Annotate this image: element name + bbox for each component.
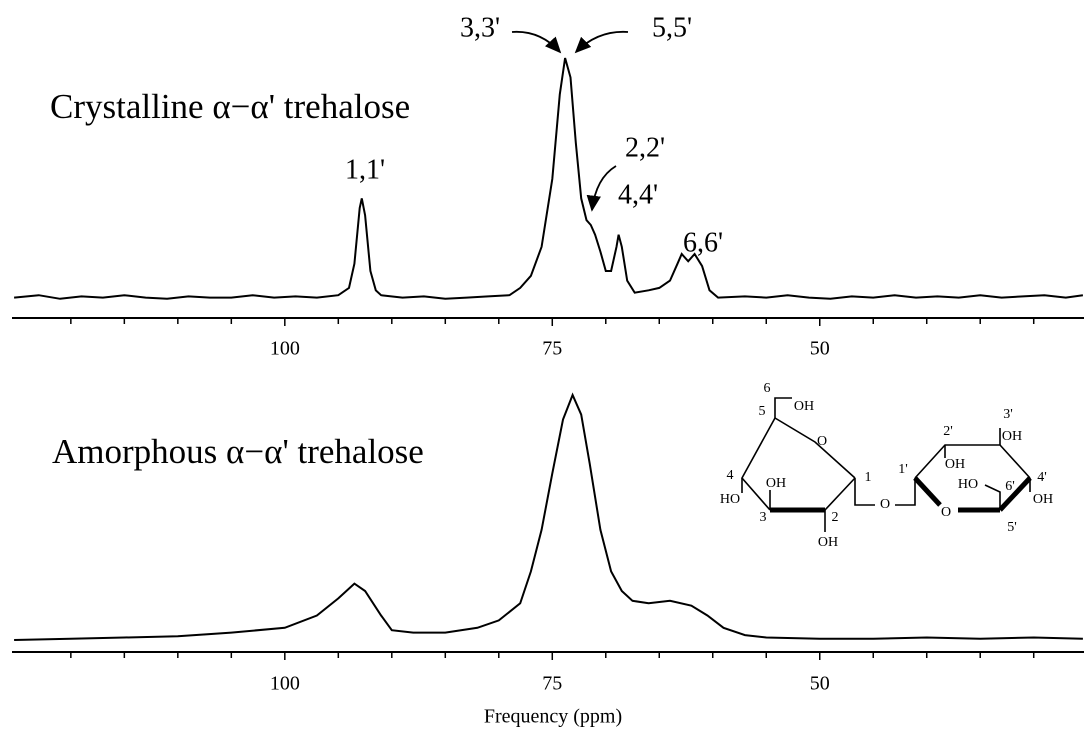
- peak-annotation: 4,4': [618, 179, 658, 210]
- peak-annotation: 3,3': [460, 12, 500, 43]
- structure-label: 6': [1005, 479, 1015, 494]
- structure-label: 1': [898, 462, 908, 477]
- x-tick-label: 75: [542, 338, 562, 360]
- structure-label: OH: [945, 457, 965, 472]
- structure-label: 4': [1037, 470, 1047, 485]
- structure-drawing: [741, 397, 1032, 532]
- structure-label: 2: [832, 510, 839, 525]
- arrow: [511, 30, 562, 54]
- x-axis-title: Frequency (ppm): [484, 706, 622, 728]
- x-tick-label: 75: [542, 673, 562, 695]
- spectrum-line: [14, 392, 1083, 641]
- panel-title: Crystalline α−α' trehalose: [50, 87, 410, 126]
- structure-label: 5: [759, 404, 766, 419]
- x-tick-label: 100: [270, 338, 300, 360]
- x-tick-label: 50: [810, 338, 830, 360]
- structure-label: 2': [943, 424, 953, 439]
- peak-annotation: 5,5': [652, 12, 692, 43]
- structure-label: 3: [760, 510, 767, 525]
- structure-label: 1: [865, 470, 872, 485]
- arrow: [574, 30, 629, 54]
- structure-label: 6: [764, 381, 771, 396]
- structure-label: OH: [766, 476, 786, 491]
- peak-annotation: 2,2': [625, 132, 665, 163]
- peak-annotation: 1,1': [345, 154, 385, 185]
- structure-label: O: [941, 505, 951, 520]
- structure-label: HO: [958, 477, 978, 492]
- peak-annotation: 6,6': [683, 227, 723, 258]
- structure-label: OH: [794, 399, 814, 414]
- structure-label: HO: [720, 492, 740, 507]
- structure-label: OH: [1002, 429, 1022, 444]
- structure-label: OH: [818, 535, 838, 550]
- arrow: [586, 165, 617, 212]
- x-tick-label: 100: [270, 673, 300, 695]
- structure-label: O: [880, 497, 890, 512]
- structure-label: O: [817, 434, 827, 449]
- structure-label: 5': [1007, 520, 1017, 535]
- structure-label: OH: [1033, 492, 1053, 507]
- spectrum-line: [14, 57, 1084, 300]
- structure-label: 3': [1003, 407, 1013, 422]
- x-tick-label: 50: [810, 673, 830, 695]
- panel-title: Amorphous α−α' trehalose: [52, 432, 424, 471]
- structure-label: 4: [727, 468, 734, 483]
